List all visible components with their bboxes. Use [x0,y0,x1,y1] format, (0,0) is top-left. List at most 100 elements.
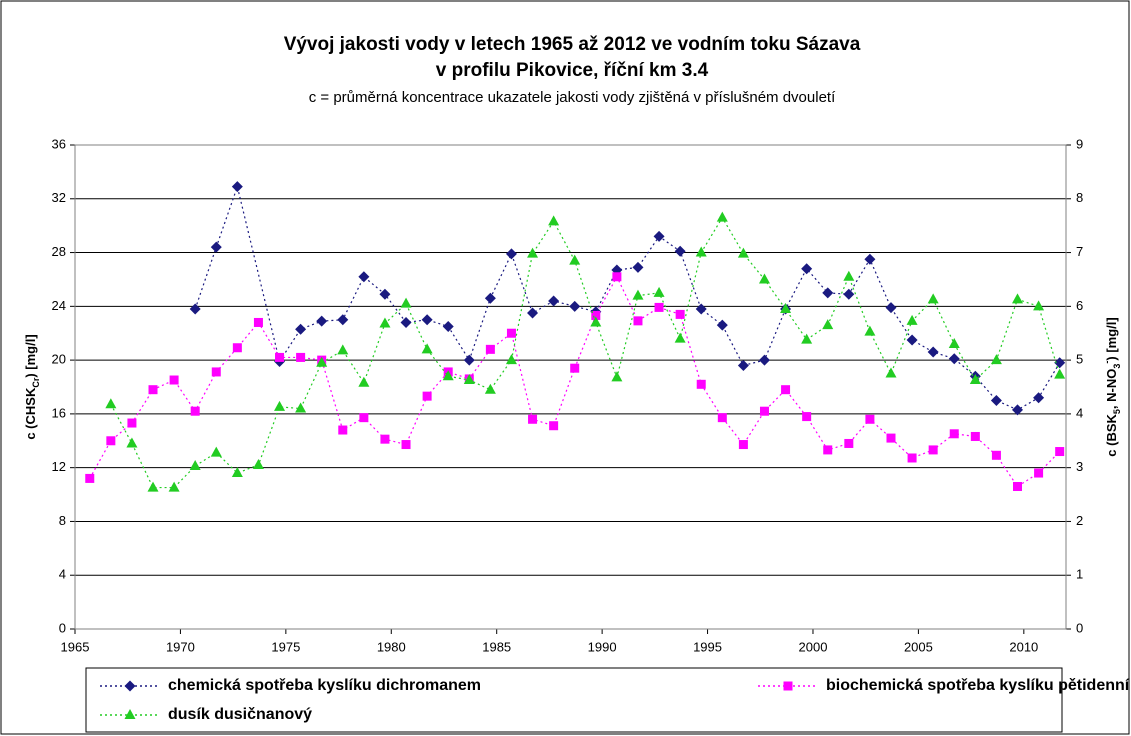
y2-tick-label: 5 [1076,352,1083,367]
marker [801,263,813,275]
marker [570,363,580,373]
legend-box [85,667,1063,733]
marker [422,391,432,401]
marker [1054,368,1066,379]
marker [421,343,433,354]
marker [400,297,412,308]
marker [674,245,686,257]
marker [906,334,918,346]
legend-marker [783,681,793,691]
marker [338,425,348,435]
marker [1012,293,1024,304]
marker [612,272,622,282]
marker [484,292,496,304]
marker [127,418,137,428]
x-tick-label: 1980 [377,639,406,654]
marker [442,370,454,381]
x-tick-label: 1970 [166,639,195,654]
marker [1055,447,1065,457]
axis-label-part: , N-NO [1104,369,1119,409]
marker [359,413,369,423]
marker [758,354,770,366]
marker [106,436,116,446]
marker [801,333,813,344]
marker [400,316,412,328]
marker [823,445,833,455]
marker [696,379,706,389]
marker [590,316,602,327]
marker [844,438,854,448]
legend-label: dusík dusičnanový [168,706,312,723]
legend-marker [124,680,136,692]
y2-tick-label: 0 [1076,620,1083,635]
marker [653,230,665,242]
axis-label-part: c (CHSK [23,387,38,440]
marker [379,288,391,300]
marker [991,450,1001,460]
marker [990,354,1002,365]
plot-border [74,144,1067,630]
marker [990,394,1002,406]
x-tick-label: 1995 [693,639,722,654]
legend-marker [124,709,136,719]
marker [970,431,980,441]
marker [654,302,664,312]
marker [358,376,370,387]
axis-label-part: c (BSK [1104,413,1119,456]
marker [653,286,665,297]
y-tick-label: 20 [52,352,66,367]
marker [169,375,179,385]
marker [1034,468,1044,478]
y-tick-label: 16 [52,405,66,420]
marker [527,307,539,319]
x-tick-label: 1975 [271,639,300,654]
marker [380,434,390,444]
marker [611,371,623,382]
x-tick-label: 1990 [588,639,617,654]
axis-label: c (BSK5, N-NO3-) [mg/l] [1102,317,1122,456]
y-tick-label: 36 [52,136,66,151]
x-tick-label: 1965 [61,639,90,654]
legend-label: biochemická spotřeba kyslíku pětidenní [826,677,1130,694]
marker [210,241,222,253]
marker [549,421,559,431]
chart-title: Vývoj jakosti vody v letech 1965 až 2012… [284,34,861,55]
marker [189,460,201,471]
chart-subtitle: c = průměrná koncentrace ukazatele jakos… [309,89,836,106]
chart-title: v profilu Pikovice, říční km 3.4 [436,60,709,81]
marker [674,332,686,343]
marker [822,287,834,299]
marker [126,437,138,448]
marker [105,398,117,409]
marker [548,295,560,307]
y-tick-label: 24 [52,298,66,313]
marker [948,337,960,348]
marker [1054,357,1066,369]
marker [401,440,411,450]
marker [716,211,728,222]
y2-tick-label: 4 [1076,405,1083,420]
marker [569,300,581,312]
y2-tick-label: 8 [1076,190,1083,205]
marker [295,323,307,335]
axis-label: c (CHSKCr) [mg/l] [23,334,41,439]
marker [232,343,242,353]
marker [337,344,349,355]
axis-label-part: ) [mg/l] [1104,317,1119,360]
marker [885,367,897,378]
marker [695,303,707,315]
marker [969,374,981,385]
y-tick-label: 0 [59,620,66,635]
marker [758,273,770,284]
y2-tick-label: 2 [1076,513,1083,528]
marker [274,400,286,411]
marker [296,352,306,362]
series-line [194,184,1061,411]
marker [189,303,201,315]
y2-tick-label: 7 [1076,244,1083,259]
marker [928,445,938,455]
marker [527,247,539,258]
marker [484,383,496,394]
marker [442,321,454,332]
